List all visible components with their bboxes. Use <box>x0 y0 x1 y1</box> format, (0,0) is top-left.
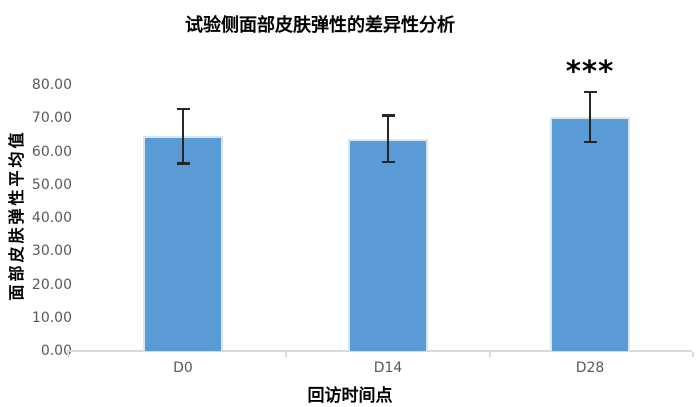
error-bar-cap-top <box>583 90 597 94</box>
y-axis-tick-label: 80.00 <box>31 77 72 93</box>
chart-title: 试验侧面部皮肤弹性的差异性分析 <box>185 15 455 36</box>
y-axis-tick-label: 10.00 <box>31 309 72 326</box>
x-axis-category-label: D0 <box>173 360 193 376</box>
x-axis-title: 回访时间点 <box>307 386 393 406</box>
error-bar-cap-top <box>176 107 190 111</box>
y-axis-tick-label: 40.00 <box>31 210 72 226</box>
y-axis-tick-label: 0.00 <box>40 343 72 359</box>
significance-marker: *** <box>565 54 615 88</box>
y-axis-tick-label: 30.00 <box>31 243 72 260</box>
error-bar-cap-top <box>381 114 395 117</box>
x-axis-tick-mark <box>692 352 694 357</box>
x-axis-category-label: D28 <box>575 360 605 376</box>
x-axis-line <box>67 350 692 352</box>
error-bar-cap-bottom <box>583 140 597 144</box>
y-axis-tick-label: 60.00 <box>31 143 72 160</box>
x-axis-tick-mark <box>67 352 69 357</box>
error-bar-line <box>387 115 389 162</box>
bar-D14 <box>348 138 428 351</box>
x-axis-tick-mark <box>285 352 287 357</box>
y-axis-tick-label: 50.00 <box>31 176 72 193</box>
y-axis-tick-label: 20.00 <box>31 276 72 293</box>
error-bar-line <box>182 108 184 164</box>
error-bar-cap-bottom <box>381 160 395 164</box>
bar-D0 <box>143 135 223 351</box>
x-axis-tick-mark <box>489 352 491 357</box>
bar-D28 <box>550 116 630 351</box>
error-bar-line <box>589 91 591 142</box>
error-bar-cap-bottom <box>176 162 190 165</box>
y-axis-tick-label: 70.00 <box>31 110 72 127</box>
x-axis-category-label: D14 <box>373 360 403 376</box>
